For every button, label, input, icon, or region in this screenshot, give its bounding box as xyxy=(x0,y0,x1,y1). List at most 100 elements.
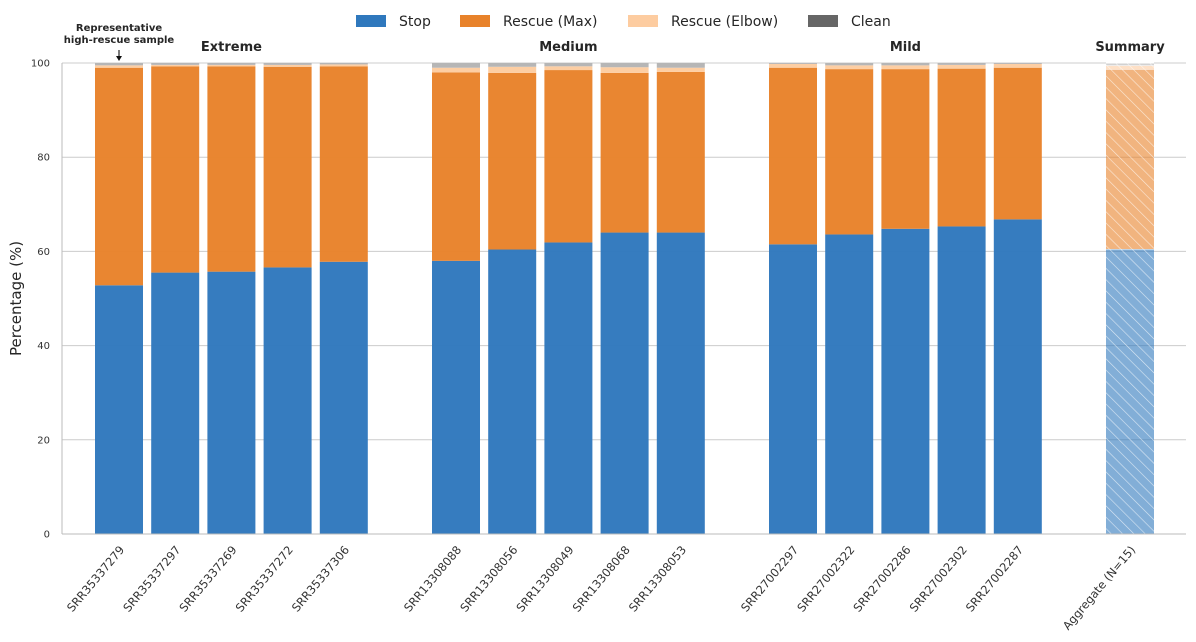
bar-segment-stop xyxy=(263,267,312,534)
x-tick-label: Aggregate (N=15) xyxy=(1060,543,1139,633)
y-tick-label: 60 xyxy=(37,247,50,258)
bar-segment-rescue-elbow xyxy=(95,65,143,68)
bar-segment-rescue-elbow xyxy=(656,67,705,72)
x-tick-label: SRR13308088 xyxy=(401,543,464,615)
legend-swatch xyxy=(356,15,386,27)
legend-label: Rescue (Max) xyxy=(503,14,598,30)
bar-segment-rescue-max xyxy=(993,67,1042,220)
bar-segment-rescue-max xyxy=(207,66,256,272)
x-tick-label: SRR35337297 xyxy=(120,543,183,615)
bar-segment-clean xyxy=(319,63,368,65)
bar-segment-clean xyxy=(544,63,593,67)
bar-segment-rescue-elbow xyxy=(319,64,368,67)
bar-segment-rescue-elbow xyxy=(488,66,537,73)
x-tick-label: SRR35337269 xyxy=(176,543,239,615)
bar-segment-stop xyxy=(769,244,817,534)
group-label: Mild xyxy=(890,40,921,55)
bar-segment-rescue-max xyxy=(825,69,874,235)
bar-segment-clean xyxy=(600,63,649,68)
bar-segment-stop xyxy=(600,232,649,534)
bar-segment-rescue-elbow xyxy=(769,63,817,68)
legend-label: Rescue (Elbow) xyxy=(671,14,778,30)
bar-hatch-rescue-elbow xyxy=(1106,65,1154,70)
group-label: Summary xyxy=(1095,40,1165,55)
bar-segment-stop xyxy=(95,285,143,534)
group-label: Medium xyxy=(539,40,597,55)
bar-segment-rescue-max xyxy=(769,67,817,245)
bar-segment-rescue-elbow xyxy=(937,64,986,69)
annotation-text: Representative xyxy=(76,23,162,34)
bar-segment-clean xyxy=(151,63,200,65)
axes xyxy=(61,63,1186,535)
y-tick-label: 0 xyxy=(44,530,50,541)
bar-segment-clean xyxy=(488,63,537,67)
bar-hatch-clean xyxy=(1106,63,1154,66)
bar-segment-stop xyxy=(993,219,1042,534)
bar-segment-clean xyxy=(95,63,143,66)
x-tick-label: SRR35337279 xyxy=(64,543,127,615)
bar-segment-clean xyxy=(881,63,930,66)
bar-segment-stop xyxy=(488,249,537,535)
annotation-text: high-rescue sample xyxy=(64,35,175,46)
legend-swatch xyxy=(460,15,490,27)
bar-segment-rescue-max xyxy=(881,69,930,229)
bar-segment-stop xyxy=(937,226,986,534)
bar-segment-stop xyxy=(319,261,368,534)
bar-hatch-stop xyxy=(1106,249,1154,535)
bar-segment-rescue-max xyxy=(937,68,986,227)
legend-label: Clean xyxy=(851,14,891,30)
y-tick-label: 100 xyxy=(31,59,50,70)
bar-segment-clean xyxy=(656,63,705,68)
x-tick-label: SRR13308056 xyxy=(457,543,520,615)
bar-segment-stop xyxy=(432,260,480,534)
x-tick-label: SRR13308068 xyxy=(570,543,633,615)
bar-segment-rescue-elbow xyxy=(151,64,200,67)
y-axis-label: Percentage (%) xyxy=(7,241,25,356)
bar-segment-rescue-elbow xyxy=(544,66,593,71)
bar-segment-rescue-elbow xyxy=(432,67,480,73)
x-tick-label: SRR27002286 xyxy=(850,543,913,615)
bars xyxy=(95,62,1154,535)
x-tick-label: SRR27002287 xyxy=(963,543,1026,615)
bar-segment-stop xyxy=(151,272,200,534)
bar-segment-rescue-max xyxy=(432,72,480,261)
group-label: Extreme xyxy=(201,40,262,55)
legend-label: Stop xyxy=(399,14,431,30)
x-tick-label: SRR35337306 xyxy=(289,543,352,615)
bar-segment-rescue-max xyxy=(263,66,312,268)
bar-segment-clean xyxy=(993,63,1042,64)
bar-segment-rescue-elbow xyxy=(207,64,256,67)
x-tick-label: SRR13308049 xyxy=(513,543,576,615)
y-tick-label: 40 xyxy=(37,341,50,352)
x-tick-label: SRR35337272 xyxy=(233,543,296,615)
x-tick-label: SRR13308053 xyxy=(626,543,689,615)
legend: Stop Rescue (Max) Rescue (Elbow) Clean xyxy=(356,14,891,30)
bar-segment-clean xyxy=(825,63,874,66)
bar-segment-rescue-elbow xyxy=(825,65,874,70)
bar-segment-rescue-max xyxy=(488,72,537,250)
bar-segment-rescue-max xyxy=(151,66,200,273)
bar-segment-rescue-max xyxy=(656,71,705,233)
bar-hatch-rescue-max xyxy=(1106,69,1154,250)
x-tick-label: SRR27002297 xyxy=(738,543,801,615)
legend-swatch xyxy=(808,15,838,27)
x-tick-label: SRR27002322 xyxy=(794,543,857,615)
legend-swatch xyxy=(628,15,658,27)
bar-segment-clean xyxy=(432,63,480,68)
y-tick-label: 80 xyxy=(37,153,50,164)
bar-segment-stop xyxy=(544,242,593,535)
bar-segment-stop xyxy=(656,232,705,534)
bar-segment-rescue-max xyxy=(95,67,143,286)
bar-segment-clean xyxy=(769,63,817,64)
bar-segment-clean xyxy=(937,63,986,65)
bar-segment-clean xyxy=(263,63,312,65)
bar-segment-rescue-elbow xyxy=(263,64,312,67)
annotation-arrow-head xyxy=(116,56,122,61)
bar-segment-rescue-elbow xyxy=(600,67,649,73)
bar-segment-clean xyxy=(207,63,256,65)
bar-segment-stop xyxy=(881,228,930,535)
bar-segment-rescue-max xyxy=(600,72,649,233)
bar-segment-rescue-elbow xyxy=(993,63,1042,68)
y-tick-label: 20 xyxy=(37,435,50,446)
